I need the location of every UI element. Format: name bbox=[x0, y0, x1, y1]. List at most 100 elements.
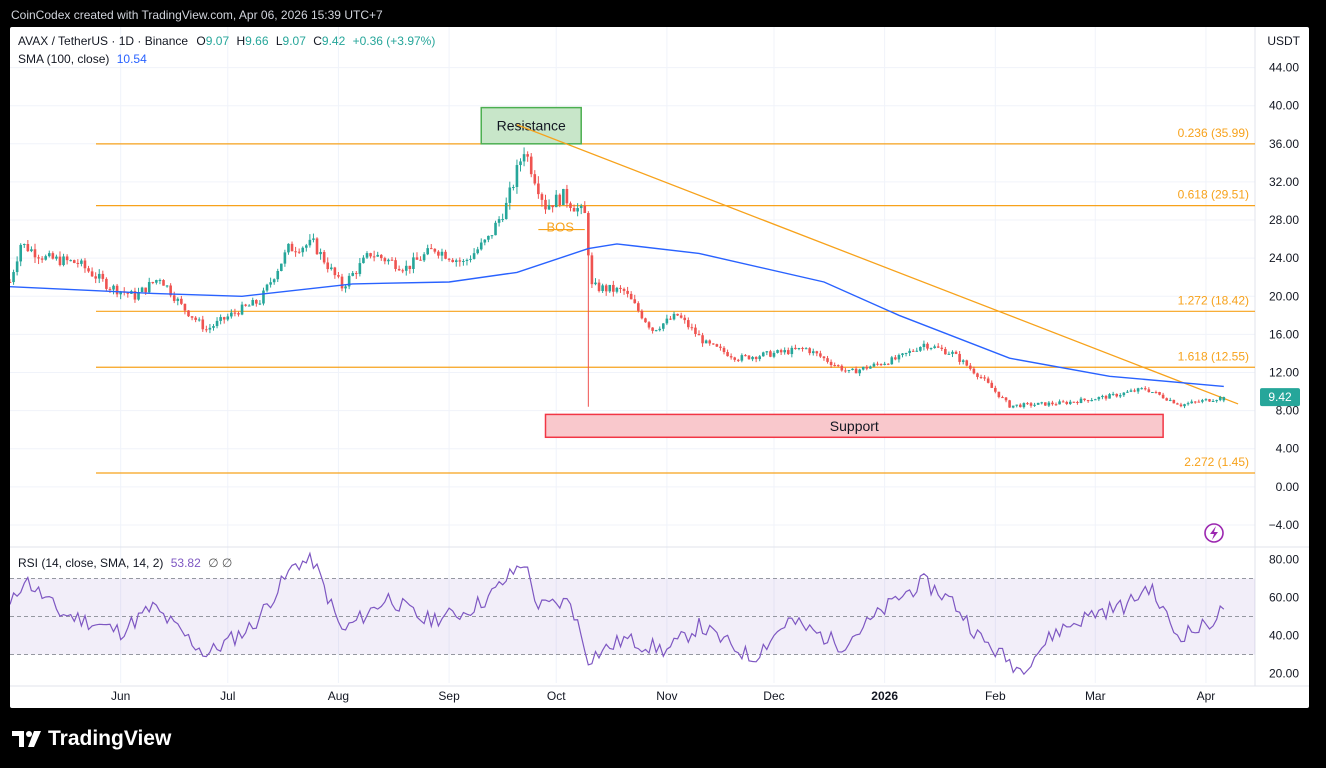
chart-panel[interactable]: 0.236 (35.99) 0.618 (29.51) 1.272 (18.42) 1… bbox=[10, 27, 1309, 708]
candle-body bbox=[390, 259, 394, 261]
candle-body bbox=[401, 270, 404, 272]
candle-body bbox=[147, 282, 151, 293]
candle-body bbox=[779, 350, 783, 353]
resistance-zone[interactable] bbox=[480, 106, 582, 145]
candle-body bbox=[676, 313, 679, 316]
candle-body bbox=[722, 347, 726, 353]
candle-body bbox=[1133, 390, 1136, 392]
candle-body bbox=[105, 278, 108, 289]
candle-body bbox=[1054, 404, 1058, 406]
rsi-tick-label: 40.00 bbox=[1269, 629, 1299, 643]
candle-body bbox=[765, 351, 769, 353]
candle-body bbox=[1036, 402, 1040, 405]
date-tick-label: 2026 bbox=[871, 689, 898, 703]
tradingview-logo[interactable]: TradingView bbox=[12, 727, 171, 751]
price-tick-label: 32.00 bbox=[1269, 175, 1299, 189]
candle-body bbox=[305, 245, 308, 248]
fib-level-label: 0.236 (35.99) bbox=[1178, 126, 1249, 140]
chart-canvas[interactable]: 0.236 (35.99) 0.618 (29.51) 1.272 (18.42) 1… bbox=[10, 27, 1309, 708]
candle-body bbox=[554, 194, 558, 208]
candle-body bbox=[330, 267, 333, 270]
candle-body bbox=[733, 357, 737, 360]
candle-body bbox=[915, 350, 919, 352]
candle-body bbox=[804, 348, 808, 350]
candle-body bbox=[194, 317, 197, 320]
candle-body bbox=[415, 257, 419, 260]
candle-body bbox=[26, 244, 30, 252]
candle-body bbox=[758, 356, 761, 360]
candle-body bbox=[462, 260, 465, 262]
candle-body bbox=[690, 327, 694, 329]
candle-body bbox=[379, 254, 383, 259]
date-tick-label: Nov bbox=[656, 689, 677, 703]
candle-body bbox=[869, 366, 872, 369]
candle-body bbox=[429, 248, 433, 250]
candle-body bbox=[594, 282, 597, 285]
candle-body bbox=[1111, 393, 1115, 395]
lightning-icon[interactable] bbox=[1204, 523, 1224, 543]
date-tick-label: Feb bbox=[985, 689, 1006, 703]
support-zone[interactable] bbox=[544, 413, 1164, 439]
candle-body bbox=[687, 320, 690, 328]
candle-body bbox=[958, 353, 961, 362]
candle-body bbox=[736, 359, 740, 361]
candle-body bbox=[515, 165, 519, 187]
sma-line[interactable] bbox=[10, 243, 1224, 388]
candle-body bbox=[97, 273, 101, 279]
candle-body bbox=[808, 348, 811, 354]
candle-body bbox=[551, 205, 554, 208]
candle-body bbox=[272, 279, 276, 283]
candle-body bbox=[333, 267, 337, 276]
candle-body bbox=[619, 287, 622, 289]
candle-body bbox=[1136, 388, 1140, 392]
trendline[interactable] bbox=[516, 124, 1239, 405]
candle-body bbox=[226, 316, 230, 320]
price-tick-label: 12.00 bbox=[1269, 365, 1299, 379]
date-tick-label: Mar bbox=[1085, 689, 1106, 703]
legend-close-value: 9.42 bbox=[321, 34, 346, 48]
candle-body bbox=[744, 355, 747, 357]
candle-body bbox=[583, 205, 587, 214]
candle-body bbox=[522, 154, 526, 162]
price-tick-label: 40.00 bbox=[1269, 99, 1299, 113]
candle-body bbox=[565, 188, 569, 204]
candle-body bbox=[76, 262, 80, 264]
candle-body bbox=[244, 304, 247, 306]
candle-body bbox=[844, 370, 847, 372]
candle-body bbox=[419, 259, 422, 261]
candle-body bbox=[440, 251, 444, 256]
rsi-line[interactable] bbox=[10, 551, 1225, 676]
candle-body bbox=[990, 382, 994, 388]
price-tick-label: 16.00 bbox=[1269, 327, 1299, 341]
candle-body bbox=[422, 254, 426, 261]
legend-open-label: O bbox=[196, 34, 206, 48]
candle-body bbox=[51, 253, 55, 259]
candle-body bbox=[726, 352, 729, 357]
candle-body bbox=[1204, 399, 1208, 401]
candle-body bbox=[622, 288, 626, 291]
candle-body bbox=[269, 282, 272, 285]
rsi-legend: RSI (14, close, SMA, 14, 2) 53.82 ∅ ∅ bbox=[18, 556, 232, 570]
candle-body bbox=[665, 318, 669, 324]
candle-body bbox=[629, 293, 633, 300]
candle-body bbox=[140, 287, 144, 292]
candle-body bbox=[1147, 389, 1151, 393]
candle-body bbox=[240, 304, 244, 315]
candle-body bbox=[354, 273, 358, 275]
candle-body bbox=[936, 346, 940, 348]
date-tick-label: Sep bbox=[438, 689, 460, 703]
candle-body bbox=[794, 347, 797, 350]
candle-body bbox=[1218, 396, 1222, 401]
footer-brand: TradingView bbox=[48, 727, 172, 750]
fib-level-label: 1.618 (12.55) bbox=[1178, 349, 1249, 363]
candle-body bbox=[10, 281, 12, 283]
candle-body bbox=[1208, 399, 1211, 402]
candle-body bbox=[340, 276, 344, 289]
candle-body bbox=[222, 317, 226, 320]
candle-body bbox=[404, 265, 408, 271]
candle-body bbox=[626, 290, 629, 294]
candle-body bbox=[476, 249, 479, 254]
candle-body bbox=[908, 350, 911, 353]
header-credit: CoinCodex created with TradingView.com, … bbox=[11, 8, 383, 22]
rsi-tick-label: 60.00 bbox=[1269, 591, 1299, 605]
